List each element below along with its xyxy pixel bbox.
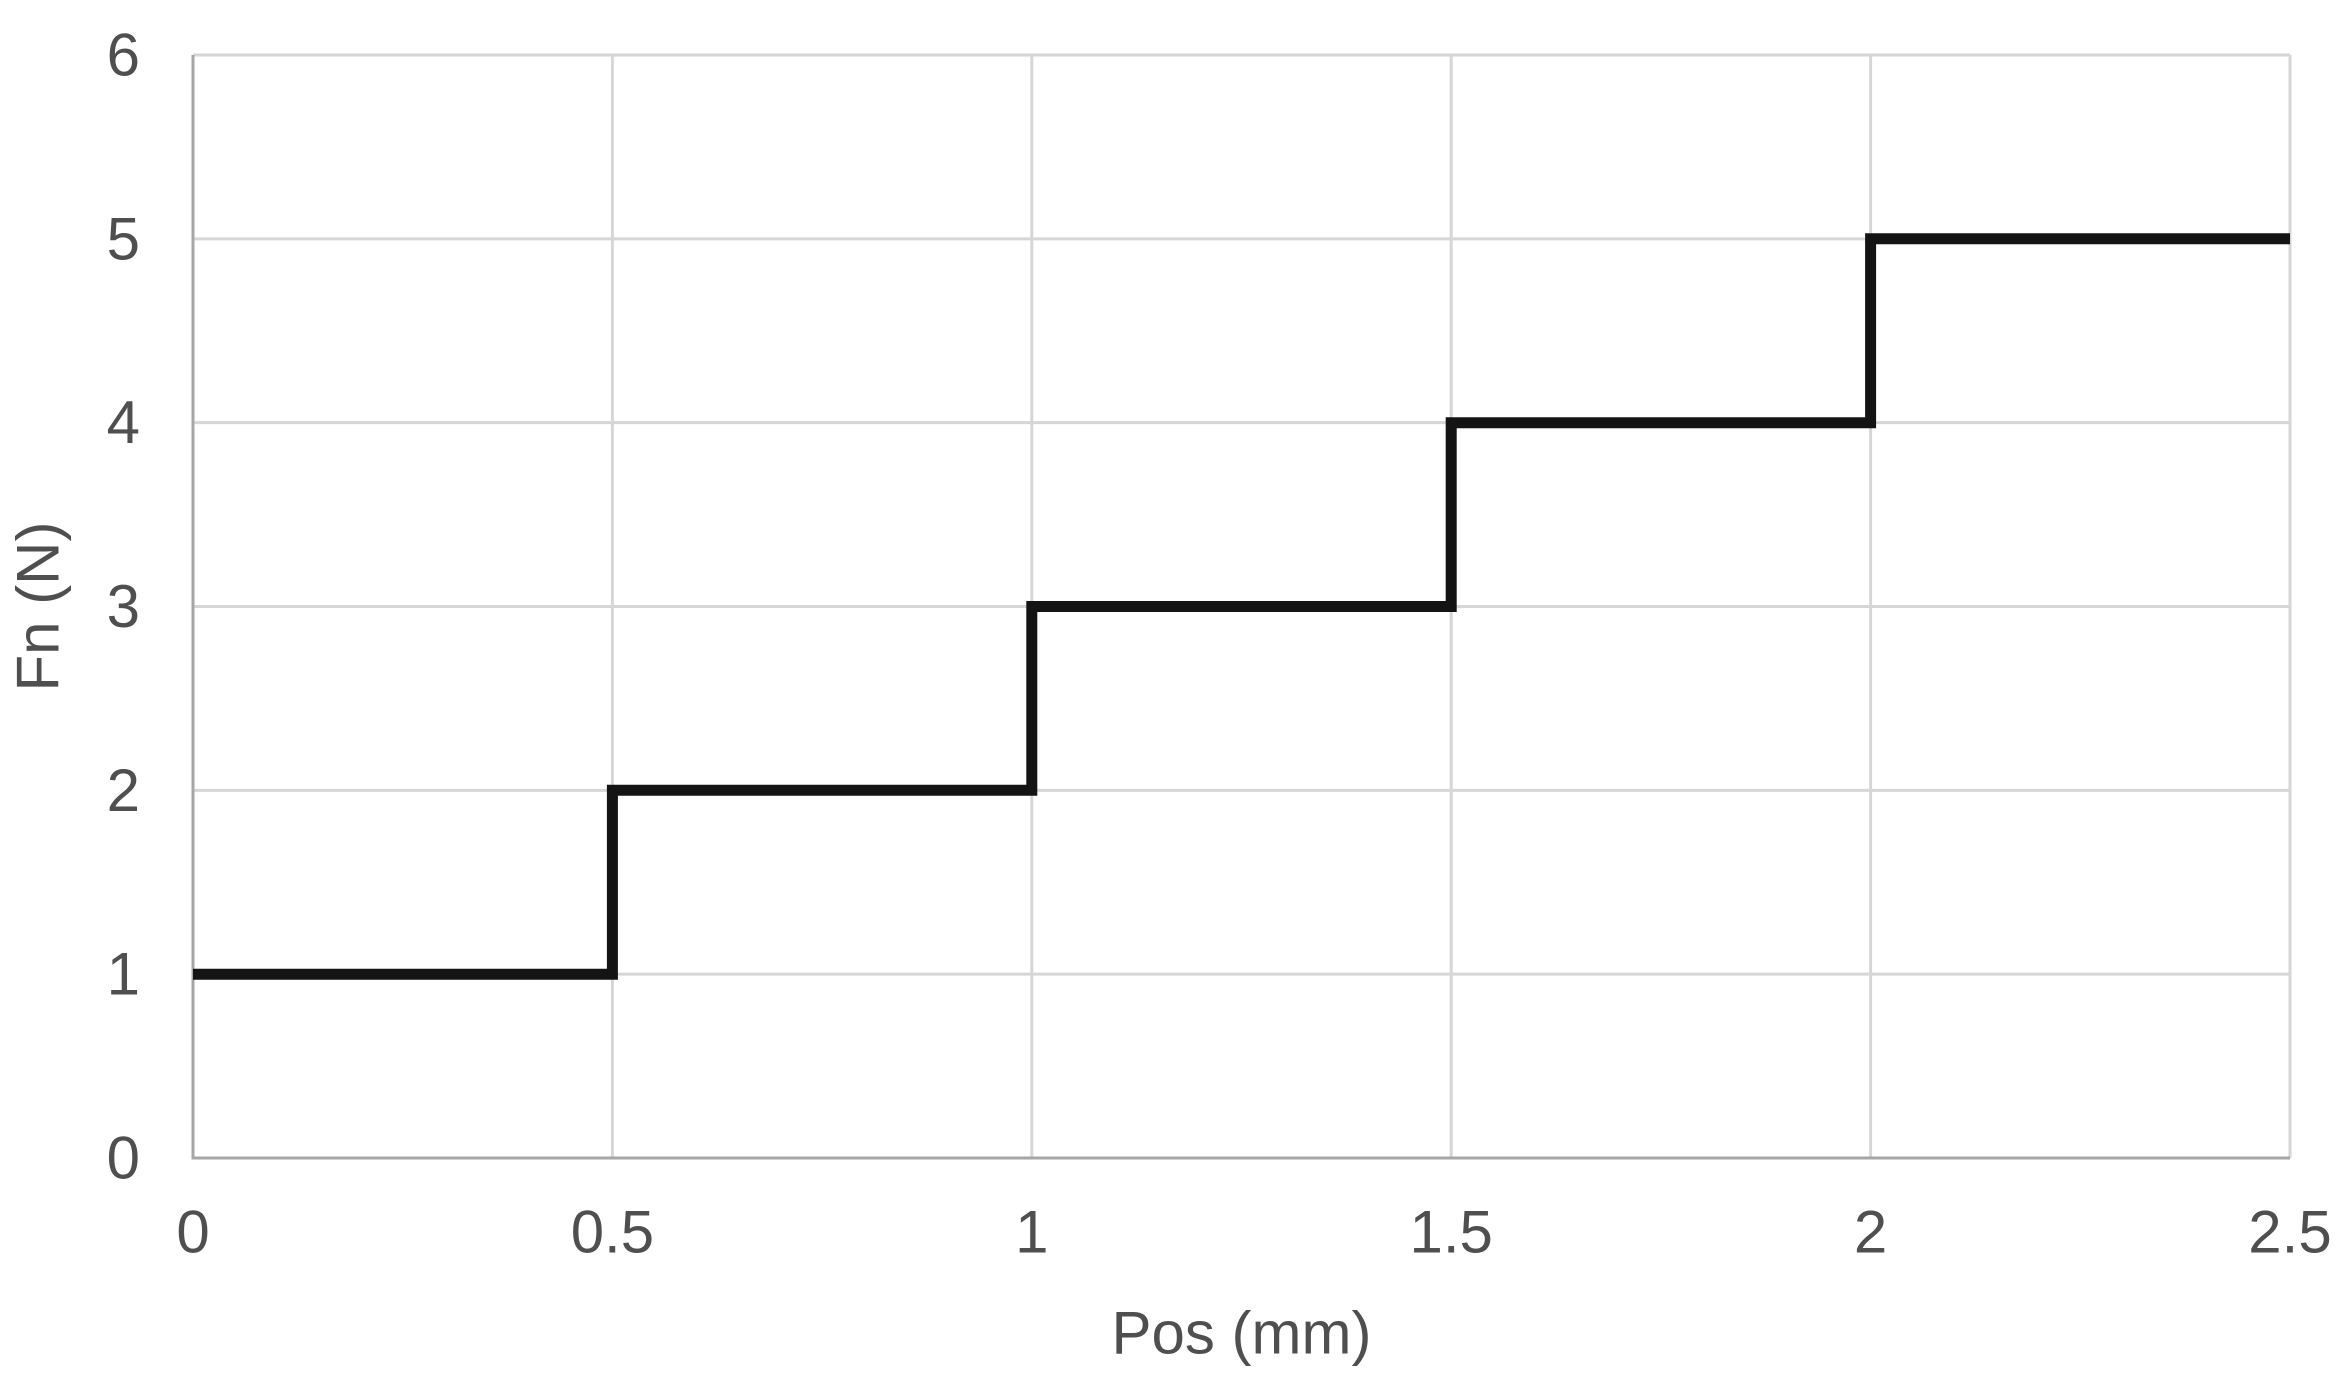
y-tick-label: 6: [107, 22, 140, 89]
y-tick-label: 0: [107, 1125, 140, 1192]
y-tick-label: 3: [107, 573, 140, 640]
x-tick-label: 2.5: [2248, 1199, 2331, 1266]
y-tick-label: 4: [107, 389, 140, 456]
x-axis-title: Pos (mm): [1112, 1300, 1372, 1367]
x-tick-label: 0.5: [571, 1199, 654, 1266]
series-line-fn: [193, 233, 2290, 980]
y-tick-label: 5: [107, 205, 140, 272]
y-axis-tick-labels: 0 1 2 3 4 5 6: [107, 22, 140, 1192]
y-axis-title: Fn (N): [5, 522, 72, 692]
x-tick-label: 0: [176, 1199, 209, 1266]
y-tick-label: 1: [107, 941, 140, 1008]
x-tick-label: 2: [1854, 1199, 1887, 1266]
x-axis-tick-labels: 0 0.5 1 1.5 2 2.5: [176, 1199, 2331, 1266]
x-tick-label: 1.5: [1409, 1199, 1492, 1266]
x-tick-label: 1: [1015, 1199, 1048, 1266]
y-tick-label: 2: [107, 757, 140, 824]
